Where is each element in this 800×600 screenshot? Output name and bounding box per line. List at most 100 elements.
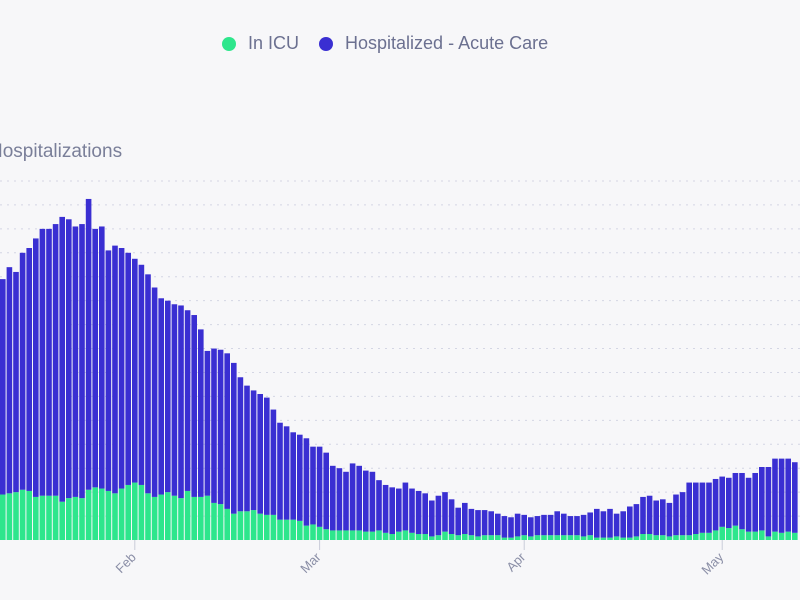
bar-icu	[257, 513, 263, 540]
bar-acute-care	[6, 267, 13, 494]
bar-icu	[415, 534, 422, 540]
bar-acute-care	[198, 329, 204, 497]
bar-acute-care	[686, 482, 692, 536]
bar-icu	[561, 535, 567, 540]
bar-icu	[587, 535, 593, 540]
bar-acute-care	[237, 377, 244, 512]
bar-acute-care	[475, 510, 481, 537]
bar-acute-care	[349, 463, 356, 531]
bar-acute-care	[528, 517, 534, 537]
bar-icu	[283, 519, 290, 540]
bar-acute-care	[283, 426, 290, 520]
bar-acute-care	[620, 511, 626, 538]
bar-acute-care	[468, 508, 475, 536]
bar-acute-care	[594, 508, 600, 538]
bar-icu	[679, 535, 686, 540]
bar-acute-care	[132, 258, 138, 483]
bar-icu	[706, 532, 712, 540]
bar-icu	[92, 487, 98, 540]
bar-icu	[528, 536, 534, 540]
x-tick-label: Feb	[112, 550, 138, 576]
bar-icu	[204, 495, 211, 540]
bar-acute-care	[270, 409, 277, 515]
bar-icu	[343, 530, 349, 540]
bar-icu	[726, 528, 732, 540]
bar-acute-care	[429, 500, 435, 537]
bar-acute-care	[402, 482, 409, 531]
bar-acute-care	[316, 446, 323, 527]
legend: In ICU Hospitalized - Acute Care	[222, 33, 568, 54]
bar-acute-care	[481, 510, 488, 536]
bar-acute-care	[613, 513, 620, 537]
bar-icu	[99, 488, 105, 540]
bar-acute-care	[719, 476, 725, 527]
legend-item-icu[interactable]: In ICU	[222, 33, 299, 54]
bar-acute-care	[99, 226, 105, 489]
bar-acute-care	[646, 495, 653, 535]
bar-acute-care	[534, 516, 541, 536]
bar-acute-care	[415, 490, 422, 535]
bar-acute-care	[607, 508, 613, 538]
bar-icu	[79, 498, 85, 540]
bar-icu	[59, 501, 65, 540]
bar-acute-care	[679, 492, 686, 536]
bar-acute-care	[732, 472, 739, 526]
bar-icu	[468, 535, 475, 540]
bar-icu	[105, 490, 112, 540]
bar-icu	[363, 531, 369, 540]
bar-icu	[178, 498, 184, 540]
bar-acute-care	[257, 394, 263, 514]
bar-acute-care	[495, 513, 501, 536]
bar-icu	[778, 532, 785, 540]
legend-dot-icu-icon	[222, 36, 236, 51]
bar-icu	[660, 535, 666, 540]
bar-acute-care	[33, 238, 39, 497]
legend-item-acute[interactable]: Hospitalized - Acute Care	[319, 33, 548, 54]
bar-icu	[72, 496, 79, 540]
bar-icu	[356, 530, 362, 540]
bar-acute-care	[712, 478, 719, 531]
bar-acute-care	[303, 438, 310, 526]
bar-acute-care	[204, 350, 211, 496]
bar-icu	[224, 508, 230, 540]
bar-acute-care	[138, 264, 145, 485]
bar-acute-care	[772, 458, 778, 532]
bar-acute-care	[508, 517, 514, 538]
bar-acute-care	[264, 397, 270, 515]
bar-acute-care	[290, 432, 296, 520]
bar-acute-care	[125, 252, 131, 485]
legend-dot-acute-icon	[319, 36, 334, 51]
bar-acute-care	[666, 502, 673, 537]
bar-acute-care	[92, 228, 98, 488]
bar-icu	[297, 520, 303, 540]
bar-icu	[138, 484, 145, 540]
bar-icu	[13, 492, 19, 540]
chart-title: Hospitalizations	[0, 141, 123, 162]
x-tick-label: May	[698, 549, 726, 577]
bar-icu	[310, 524, 316, 540]
bar-acute-care	[376, 480, 382, 531]
legend-label-icu: In ICU	[248, 33, 300, 53]
bar-icu	[462, 534, 468, 540]
bar-acute-care	[587, 512, 593, 536]
bar-icu	[52, 495, 59, 540]
bar-icu	[567, 535, 574, 540]
bar-icu	[39, 495, 46, 540]
bar-icu	[211, 502, 217, 540]
bar-icu	[66, 498, 72, 540]
bar-icu	[376, 530, 382, 540]
bar-acute-care	[541, 514, 547, 536]
bar-acute-care	[79, 224, 85, 499]
bar-acute-care	[19, 252, 26, 490]
bar-acute-care	[759, 467, 765, 531]
bar-acute-care	[277, 422, 283, 520]
bar-acute-care	[389, 487, 395, 535]
bar-acute-care	[0, 279, 6, 495]
bar-icu	[693, 534, 699, 540]
bar-acute-care	[244, 385, 250, 512]
bar-icu	[792, 532, 798, 540]
bar-icu	[231, 513, 237, 540]
bar-acute-care	[422, 493, 428, 535]
bar-acute-care	[627, 506, 633, 538]
x-tick-label: Apr	[503, 549, 528, 574]
